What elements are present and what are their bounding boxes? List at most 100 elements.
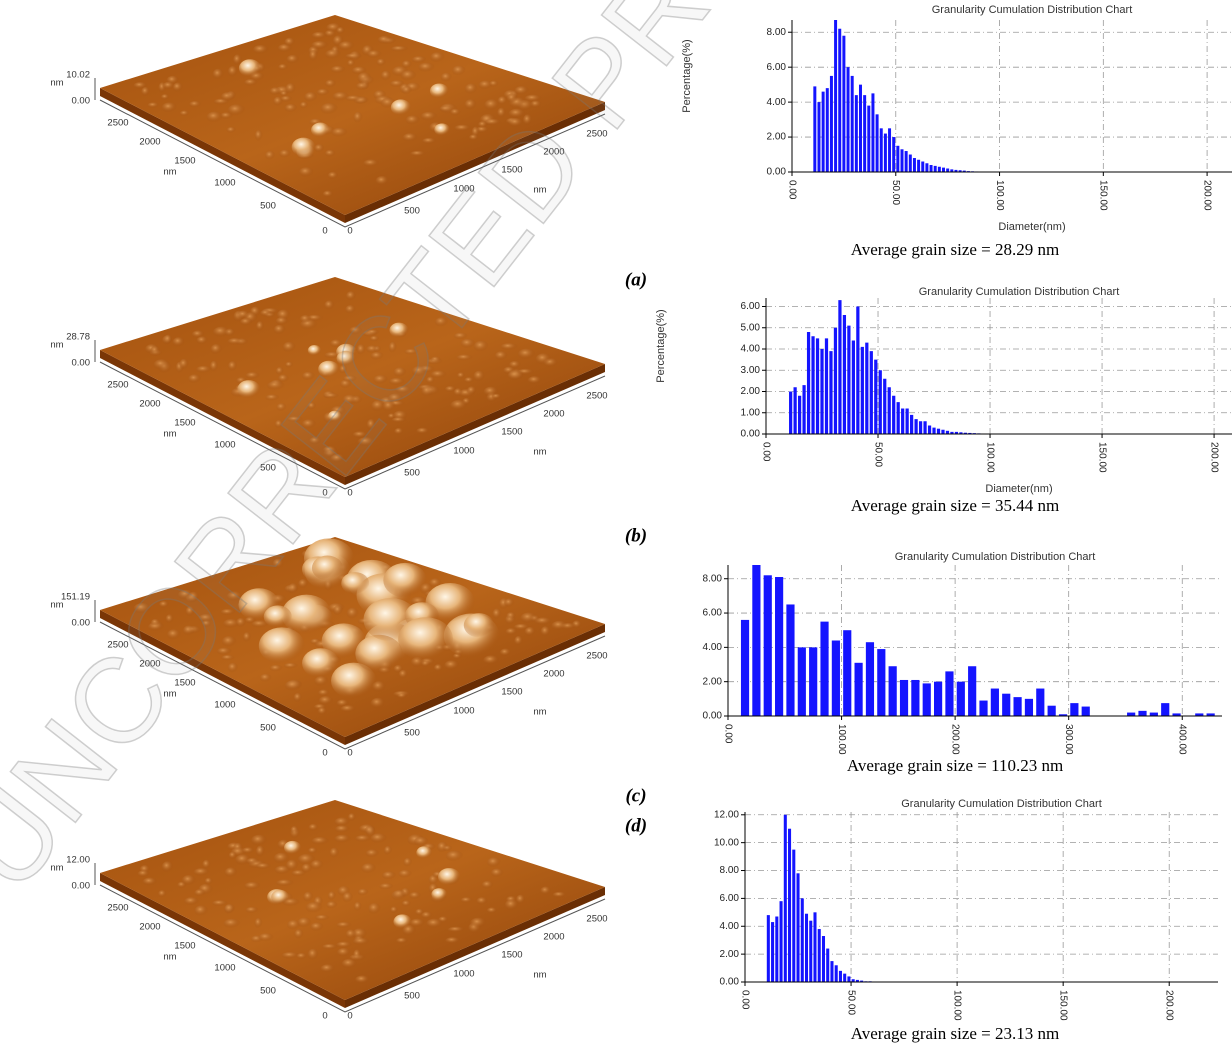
afm-tick-label: 2500 (107, 640, 128, 651)
afm-zmax: 151.19 (61, 592, 90, 603)
afm-grain (464, 83, 478, 95)
afm-grain (457, 372, 466, 379)
bar (905, 408, 909, 434)
afm-grain (284, 680, 303, 692)
bar (783, 814, 787, 982)
afm-grain (311, 836, 330, 846)
afm-grain (327, 891, 337, 901)
afm-peak (390, 99, 412, 116)
afm-peak (328, 410, 342, 422)
afm-peak (281, 594, 332, 635)
afm-zmin: 0.00 (72, 358, 91, 369)
afm-grain (331, 127, 349, 138)
afm-grain (396, 937, 409, 945)
afm-wall (100, 610, 345, 745)
bar (829, 351, 833, 434)
afm-grain (345, 95, 364, 102)
afm-grain (334, 817, 351, 827)
caption: Average grain size = 35.44 nm (851, 496, 1059, 515)
afm-grain (318, 689, 330, 697)
bar (851, 340, 855, 434)
y-tick-label: 6.00 (767, 62, 787, 73)
afm-grain (285, 361, 294, 369)
afm-grain (150, 346, 161, 356)
bar (945, 671, 954, 716)
y-tick-label: 12.00 (714, 809, 739, 820)
bar (936, 428, 941, 434)
afm-grain (506, 612, 517, 620)
afm-peak (431, 888, 448, 901)
afm-tick-label: 2500 (586, 651, 607, 662)
bar (934, 681, 943, 716)
afm-grain (353, 901, 362, 912)
afm-peak (291, 137, 316, 157)
afm-grain (393, 367, 407, 378)
bar (847, 976, 851, 982)
afm-grain (551, 620, 568, 631)
bar (833, 327, 838, 434)
bar (869, 351, 873, 434)
bar (942, 167, 946, 172)
bar (927, 425, 932, 434)
bar (946, 168, 950, 172)
bar (809, 647, 818, 716)
afm-grain (276, 403, 287, 412)
afm-grain (255, 845, 266, 858)
x-tick-label: 300.00 (1063, 724, 1074, 755)
afm-grain (340, 705, 357, 713)
afm-grain (342, 375, 358, 383)
afm-grain (473, 370, 486, 383)
afm-grain (445, 937, 461, 945)
bar (925, 163, 929, 172)
afm-grain (278, 63, 289, 71)
afm-grain (507, 370, 525, 381)
afm-grain (227, 361, 238, 372)
afm-grain (251, 834, 268, 847)
afm-tick-label: 1500 (501, 950, 522, 961)
afm-tick-label: 2000 (139, 659, 160, 670)
chart-title: Granularity Cumulation Distribution Char… (932, 4, 1133, 16)
afm-grain (505, 628, 518, 636)
bar (929, 165, 933, 172)
afm-grain (185, 606, 196, 617)
bar (912, 158, 916, 172)
afm-grain (483, 386, 499, 398)
afm-grain (336, 941, 353, 949)
bar (888, 666, 897, 716)
afm-peak (398, 617, 454, 662)
bar (1013, 697, 1022, 716)
afm-grain (497, 96, 508, 106)
caption: Average grain size = 28.29 nm (851, 240, 1059, 259)
afm-grain (466, 386, 477, 396)
afm-grain (489, 80, 499, 88)
afm-grain (320, 964, 336, 974)
afm-tick-label: 1000 (214, 963, 235, 974)
afm-grain (296, 952, 308, 960)
x-tick-label: 0.00 (722, 724, 733, 744)
afm-grain (364, 825, 376, 836)
afm-grain (401, 900, 412, 908)
afm-peak (389, 322, 409, 338)
y-tick-label: 8.00 (720, 865, 740, 876)
bar (847, 325, 851, 434)
y-tick-label: 6.00 (703, 608, 723, 619)
bar (990, 688, 999, 716)
bar (918, 421, 923, 434)
bar (865, 342, 869, 434)
afm-grain (196, 365, 213, 374)
afm-axis (99, 99, 606, 228)
afm-peak (311, 122, 330, 138)
afm-grain (228, 851, 238, 860)
afm-tick-label: 2500 (586, 391, 607, 402)
bar (740, 619, 750, 716)
afm-zmin: 0.00 (72, 618, 91, 629)
bar (793, 387, 797, 434)
afm-grain (297, 853, 316, 866)
afm-tick-label: 1500 (174, 678, 195, 689)
bar (850, 75, 854, 172)
bar (908, 154, 912, 172)
bar (863, 95, 867, 172)
afm-grain (314, 675, 329, 687)
afm-grain (336, 26, 346, 35)
